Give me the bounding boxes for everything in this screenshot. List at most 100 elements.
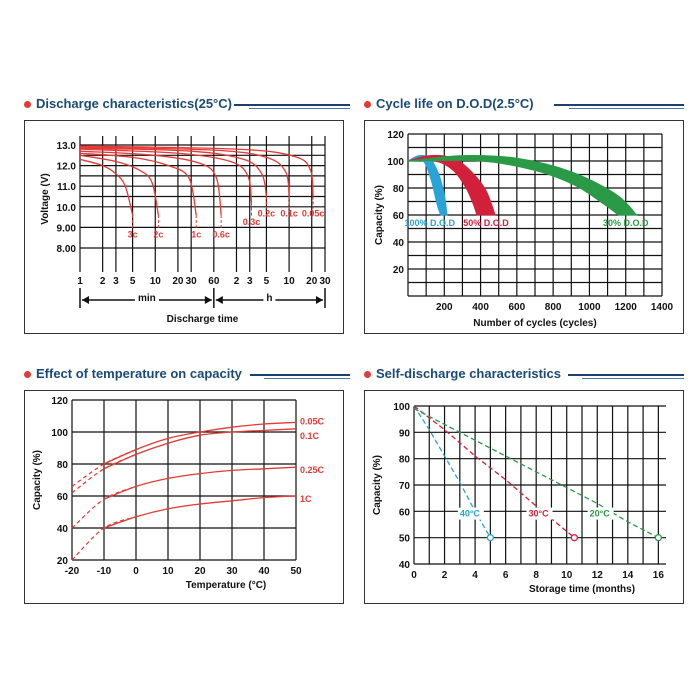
x-tick-label: 10: [561, 570, 573, 581]
bullet-icon: [364, 371, 371, 378]
y-tick-label: 100: [393, 402, 410, 413]
temp-curve: [103, 421, 297, 465]
y-tick-label: 100: [51, 428, 68, 439]
discharge-curve: [79, 154, 160, 216]
h-label: h: [266, 293, 272, 304]
series-label: 2c: [153, 229, 163, 239]
arrowhead-icon: [215, 296, 223, 304]
x-tick-label: 5: [264, 276, 270, 287]
x-tick-label: 2: [442, 570, 448, 581]
x-tick-label: 20: [194, 566, 206, 577]
y-tick-label: 12.0: [57, 162, 77, 173]
cycle-panel: Cycle life on D.O.D(2.5°C) 120 100 80 60 40 2…: [364, 96, 684, 336]
arrowhead-icon: [82, 296, 89, 304]
series-label: 0.1c: [280, 209, 298, 219]
self-discharge-chart: 100 90 80 70 60 50 400 2 4 6 8 10 12 14 16 Capacity (%)…: [372, 402, 666, 595]
x-tick-label: 4: [472, 570, 478, 581]
y-tick-label: 13.0: [57, 141, 77, 152]
series-label: 0.3c: [243, 217, 261, 227]
y-axis-label: Capacity (%): [374, 185, 385, 245]
x-tick-label: 2: [234, 276, 240, 287]
end-point: [570, 534, 579, 542]
x-tick-label: 1200: [615, 302, 638, 313]
dod-band: [407, 154, 448, 216]
series-label: 1C: [300, 494, 312, 504]
y-tick-label: 40: [399, 560, 411, 571]
y-axis-label: Capacity (%): [32, 450, 43, 510]
series-label: 0.2c: [258, 209, 276, 219]
y-tick-label: 11.0: [57, 182, 76, 193]
series-label: 20°C: [590, 509, 611, 519]
discharge-curve: [79, 146, 290, 197]
x-tick-label: 0: [133, 566, 139, 577]
x-axis-label: Discharge time: [167, 314, 239, 325]
self-discharge-line: [413, 405, 491, 538]
discharge-curve: [79, 148, 253, 203]
series-label: 1c: [191, 229, 201, 239]
y-tick-label: 80: [57, 460, 69, 471]
x-tick-label: 600: [509, 302, 526, 313]
discharge-curve: [79, 152, 197, 216]
discharge-curve: [79, 158, 134, 216]
bullet-icon: [24, 371, 31, 378]
x-tick-label: 50: [290, 566, 302, 577]
y-tick-label: 8.00: [57, 244, 77, 255]
y-tick-label: 60: [57, 492, 69, 503]
y-axis-label: Voltage (V): [40, 173, 51, 224]
y-tick-label: 20: [57, 556, 69, 567]
x-tick-label: 20: [306, 276, 318, 287]
temp-curve: [103, 495, 297, 529]
x-tick-label: 200: [436, 302, 453, 313]
y-axis-label: Capacity (%): [372, 455, 383, 515]
arrowhead-icon: [204, 296, 212, 304]
self-discharge-line: [413, 405, 575, 539]
temp-curve: [103, 466, 297, 500]
x-axis-label: Number of cycles (cycles): [473, 318, 596, 329]
x-tick-label: 30: [186, 276, 198, 287]
series-label: 0.1C: [300, 431, 320, 441]
y-tick-label: 90: [399, 428, 411, 439]
x-tick-label: 10: [162, 566, 174, 577]
y-tick-label: 70: [399, 481, 411, 492]
series-label: 40°C: [460, 509, 481, 519]
x-tick-label: 30: [319, 276, 331, 287]
discharge-title-text: Discharge characteristics(25°C): [36, 96, 232, 111]
y-tick-label: 20: [393, 265, 405, 276]
end-point: [486, 534, 495, 542]
cycle-title: Cycle life on D.O.D(2.5°C): [364, 96, 700, 116]
x-tick-label: 6: [503, 570, 509, 581]
x-tick-label: 0: [411, 570, 417, 581]
x-tick-label: -10: [97, 566, 112, 577]
series-label: 100% D.O.D: [405, 218, 456, 228]
series-label: 0.05C: [300, 416, 325, 426]
x-tick-label: 1000: [578, 302, 601, 313]
temperature-title-text: Effect of temperature on capacity: [36, 366, 242, 381]
series-label: 30% D.O.D: [603, 218, 649, 228]
y-tick-label: 40: [57, 524, 69, 535]
end-point: [654, 534, 663, 542]
x-tick-label: 20: [172, 276, 184, 287]
label-bg: [587, 507, 614, 520]
series-label: 50% D.O.D: [463, 218, 509, 228]
temperature-title: Effect of temperature on capacity: [24, 366, 364, 386]
x-tick-label: 8: [533, 570, 539, 581]
arrowhead-icon: [316, 296, 323, 304]
min-label: min: [138, 293, 156, 304]
self-discharge-title: Self-discharge characteristics: [364, 366, 700, 386]
x-tick-label: 14: [622, 570, 634, 581]
y-tick-label: 80: [393, 184, 405, 195]
y-tick-label: 9.00: [57, 223, 77, 234]
x-tick-label: 1400: [651, 302, 674, 313]
y-tick-label: 80: [399, 455, 411, 466]
cycle-chart: 120 100 80 60 40 20 200 400 600 800 1000 1200 1400 Ca…: [374, 130, 674, 329]
x-tick-label: 3: [247, 276, 253, 287]
x-tick-label: 5: [130, 276, 136, 287]
x-tick-label: 10: [150, 276, 162, 287]
x-tick-label: 16: [653, 570, 665, 581]
series-label: 0.05c: [302, 209, 325, 219]
x-axis-label: Storage time (months): [529, 584, 635, 595]
discharge-curve: [79, 147, 268, 197]
cycle-title-text: Cycle life on D.O.D(2.5°C): [376, 96, 534, 111]
